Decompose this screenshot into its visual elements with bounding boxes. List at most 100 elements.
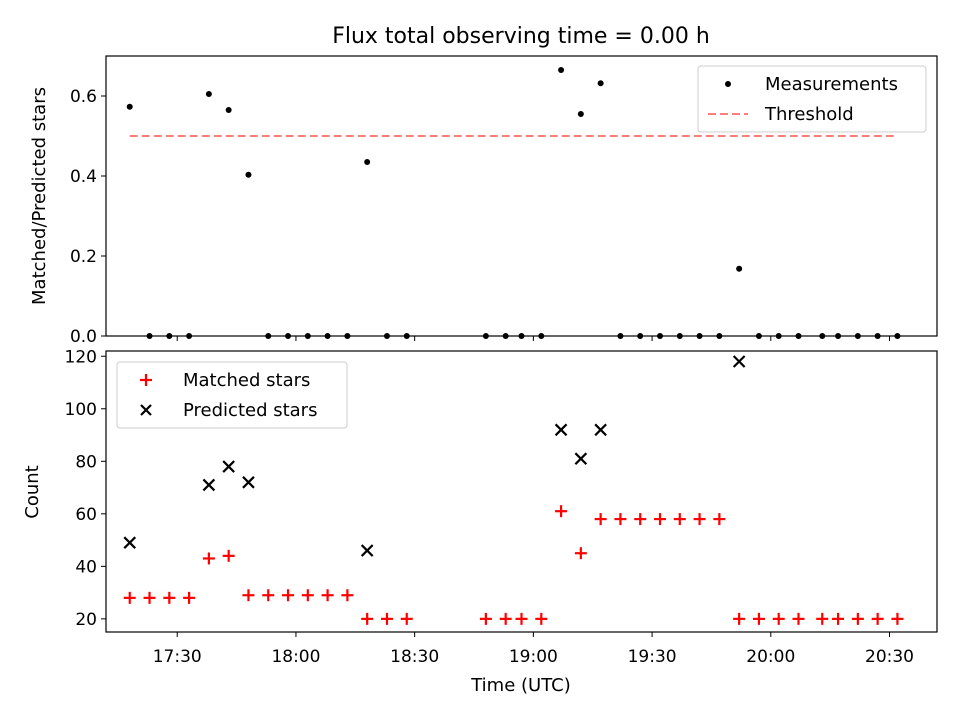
matched-star-marker [321, 589, 334, 602]
predicted-star-marker [574, 452, 588, 465]
legend-matched-label: Matched stars [183, 370, 310, 391]
matched-star-marker [163, 591, 176, 604]
predicted-star-b [123, 536, 137, 549]
matched-star-marker [361, 612, 374, 625]
matched-star-marker [380, 612, 393, 625]
matched-star-marker [242, 589, 255, 602]
bottom-y-tick-label: 100 [65, 400, 97, 420]
top-marks [126, 67, 901, 339]
measurement-point [736, 265, 743, 272]
top-y-tick-label: 0.2 [70, 247, 97, 267]
matched-star-marker [143, 591, 156, 604]
matched-star-marker [673, 513, 686, 526]
matched-star-marker [479, 612, 492, 625]
matched-star-marker [816, 612, 829, 625]
matched-star-marker [262, 589, 275, 602]
predicted-star-marker [594, 423, 607, 437]
predicted-star-b [222, 460, 235, 473]
matched-star-marker [400, 612, 413, 625]
matched-star-marker [202, 552, 215, 565]
matched-star-marker [183, 591, 196, 604]
predicted-star-marker [202, 478, 216, 492]
matched-star-marker [713, 513, 726, 526]
predicted-star-marker [222, 460, 235, 473]
bottom-legend-box [116, 361, 348, 429]
top-x-ticks [176, 336, 891, 341]
measurement-point [245, 171, 252, 178]
top-legend: Measurements Threshold [697, 65, 927, 133]
matched-star-marker [891, 612, 904, 625]
legend-predicted-label: Predicted stars [183, 400, 317, 421]
top-y-axis-label: Matched/Predicted stars [29, 87, 50, 305]
bottom-x-tick-label: 18:00 [271, 647, 320, 667]
top-panel: 0.0 0.2 0.4 0.6 Matched/Predicted stars Mea… [29, 55, 938, 347]
bottom-x-tick-label: 19:30 [628, 647, 677, 667]
bottom-marks [123, 355, 904, 625]
legend-measurements-label: Measurements [765, 74, 898, 95]
matched-star-marker [634, 513, 647, 526]
matched-star-marker [654, 513, 666, 526]
matched-star-marker [341, 589, 354, 602]
matched-star-marker [871, 612, 884, 625]
bottom-y-tick-label: 40 [75, 557, 97, 577]
bottom-x-tick-label: 18:30 [390, 647, 439, 667]
matched-star-marker [792, 612, 805, 625]
measurement-point [126, 103, 133, 110]
matched-star-marker [851, 612, 864, 625]
bottom-x-tick-label: 19:00 [509, 647, 558, 667]
bottom-x-axis-label: Time (UTC) [470, 675, 571, 696]
predicted-star-marker [242, 476, 255, 489]
legend-measurements-marker [725, 81, 731, 87]
matched-star-marker [752, 612, 765, 625]
predicted-star-b [242, 476, 255, 489]
matched-star-marker [282, 589, 295, 602]
predicted-star-b [732, 355, 746, 368]
predicted-star-b [360, 544, 374, 557]
matched-star-marker [515, 612, 528, 625]
bottom-x-tick-label: 17:30 [153, 647, 202, 667]
top-y-tick-label: 0.6 [70, 87, 97, 107]
predicted-star-marker [123, 536, 137, 549]
bottom-x-tick-label: 20:30 [865, 647, 914, 667]
measurement-point [597, 80, 604, 87]
matched-star-marker [499, 612, 512, 625]
matched-star-marker [123, 591, 136, 604]
measurement-point [364, 159, 371, 165]
bottom-y-tick-label: 80 [75, 452, 97, 472]
bottom-legend: Matched stars Predicted stars [116, 361, 348, 429]
predicted-star-marker [360, 544, 374, 557]
bottom-y-tick-label: 120 [65, 347, 97, 367]
legend-threshold-label: Threshold [764, 104, 854, 125]
measurement-point [205, 91, 212, 97]
matched-star-marker [733, 612, 746, 625]
bottom-x-tick-label: 20:00 [746, 647, 795, 667]
top-legend-box [697, 65, 927, 133]
matched-star-marker [614, 513, 627, 526]
matched-star-marker [574, 547, 587, 560]
matched-star-marker [555, 505, 568, 518]
matched-star-marker [301, 589, 314, 602]
chart-title: Flux total observing time = 0.00 h [332, 24, 710, 49]
matched-star-marker [693, 513, 706, 526]
matched-star-marker [535, 612, 548, 625]
bottom-panel: 20 40 60 80 100 120 17:30 18:00 18:30 19:00 19:30… [22, 347, 938, 696]
measurement-point [558, 67, 565, 73]
bottom-y-tick-label: 20 [75, 610, 97, 630]
bottom-y-ticks: 20 40 60 80 100 120 [65, 347, 106, 630]
legend-matched-marker [140, 374, 152, 386]
predicted-star-b [594, 423, 607, 437]
matched-star-marker [772, 612, 785, 625]
top-y-tick-label: 0.4 [70, 167, 97, 187]
predicted-star-marker [554, 423, 568, 437]
predicted-star-marker [732, 355, 746, 368]
measurement-point [577, 111, 584, 117]
top-y-tick-label: 0.0 [70, 327, 97, 347]
bottom-axes-frame [105, 350, 938, 633]
bottom-y-tick-label: 60 [75, 505, 97, 525]
measurement-point [225, 107, 232, 113]
matched-star-marker [594, 513, 607, 526]
predicted-star-b [574, 452, 588, 465]
top-axes-frame [105, 55, 938, 337]
predicted-star-b [554, 423, 568, 437]
